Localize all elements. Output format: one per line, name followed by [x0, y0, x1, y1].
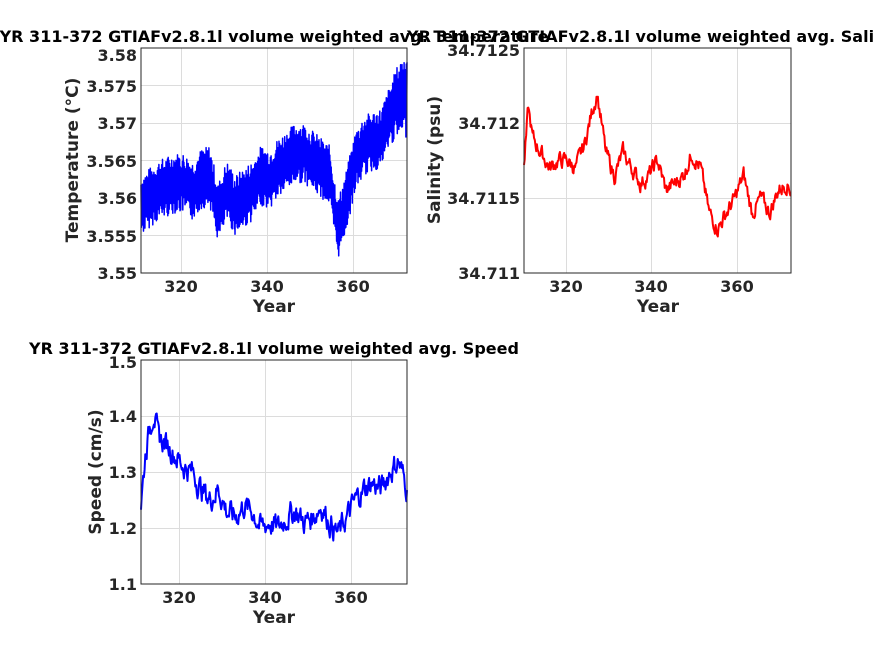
- temperature-axes-box: [140, 47, 408, 274]
- salinity-panel: 34.711 34.7115 34.712 34.7125 320 340 36…: [406, 27, 875, 317]
- temperature-xtick-label: 360: [336, 277, 369, 296]
- temperature-ytick-label: 3.57: [98, 114, 137, 133]
- temperature-ytick-label: 3.555: [86, 227, 137, 246]
- temperature-ytick-label: 3.575: [86, 77, 137, 96]
- speed-x-axis-label: Year: [252, 608, 296, 628]
- salinity-axes-box: [523, 47, 792, 274]
- salinity-ytick-label: 34.711: [458, 264, 520, 283]
- temperature-ytick-label: 3.58: [98, 46, 137, 65]
- speed-ytick-label: 1.5: [109, 353, 137, 372]
- speed-ytick-label: 1.2: [109, 519, 137, 538]
- salinity-y-axis-label: Salinity (psu): [425, 96, 445, 224]
- temperature-y-axis-label: Temperature (°C): [63, 78, 83, 243]
- temperature-xtick-label: 320: [164, 277, 197, 296]
- salinity-ytick-label: 34.712: [458, 114, 520, 133]
- speed-xtick-label: 320: [162, 588, 195, 607]
- speed-chart-title: YR 311-372 GTIAFv2.8.1l volume weighted …: [28, 339, 519, 358]
- salinity-chart-title: YR 311-372 GTIAFv2.8.1l volume weighted …: [406, 27, 875, 46]
- salinity-ytick-label: 34.7125: [447, 41, 520, 60]
- speed-ytick-label: 1.1: [109, 575, 137, 594]
- salinity-series-line: [523, 95, 792, 238]
- temperature-ytick-label: 3.56: [98, 189, 137, 208]
- speed-panel: 1.1 1.2 1.3 1.4 1.5 320 340 360 Year Spe…: [28, 339, 519, 628]
- temperature-chart-title: YR 311-372 GTIAFv2.8.1l volume weighted …: [0, 27, 549, 46]
- salinity-ytick-label: 34.7115: [447, 189, 520, 208]
- speed-xtick-label: 340: [248, 588, 281, 607]
- salinity-xtick-label: 360: [720, 277, 753, 296]
- salinity-xtick-label: 320: [549, 277, 582, 296]
- temperature-ytick-label: 3.565: [86, 152, 137, 171]
- speed-axes-box: [140, 359, 408, 585]
- speed-xtick-label: 360: [334, 588, 367, 607]
- temperature-panel: 3.55 3.555 3.56 3.565 3.57 3.575 3.58 32…: [0, 27, 549, 317]
- salinity-x-axis-label: Year: [636, 297, 680, 317]
- temperature-x-axis-label: Year: [252, 297, 296, 317]
- speed-series-line: [140, 412, 408, 542]
- temperature-xtick-label: 340: [250, 277, 283, 296]
- speed-ytick-label: 1.4: [109, 407, 137, 426]
- temperature-series-line: [140, 61, 408, 257]
- temperature-ytick-label: 3.55: [98, 264, 137, 283]
- salinity-xtick-label: 340: [634, 277, 667, 296]
- speed-ytick-label: 1.3: [109, 463, 137, 482]
- speed-y-axis-label: Speed (cm/s): [86, 409, 106, 534]
